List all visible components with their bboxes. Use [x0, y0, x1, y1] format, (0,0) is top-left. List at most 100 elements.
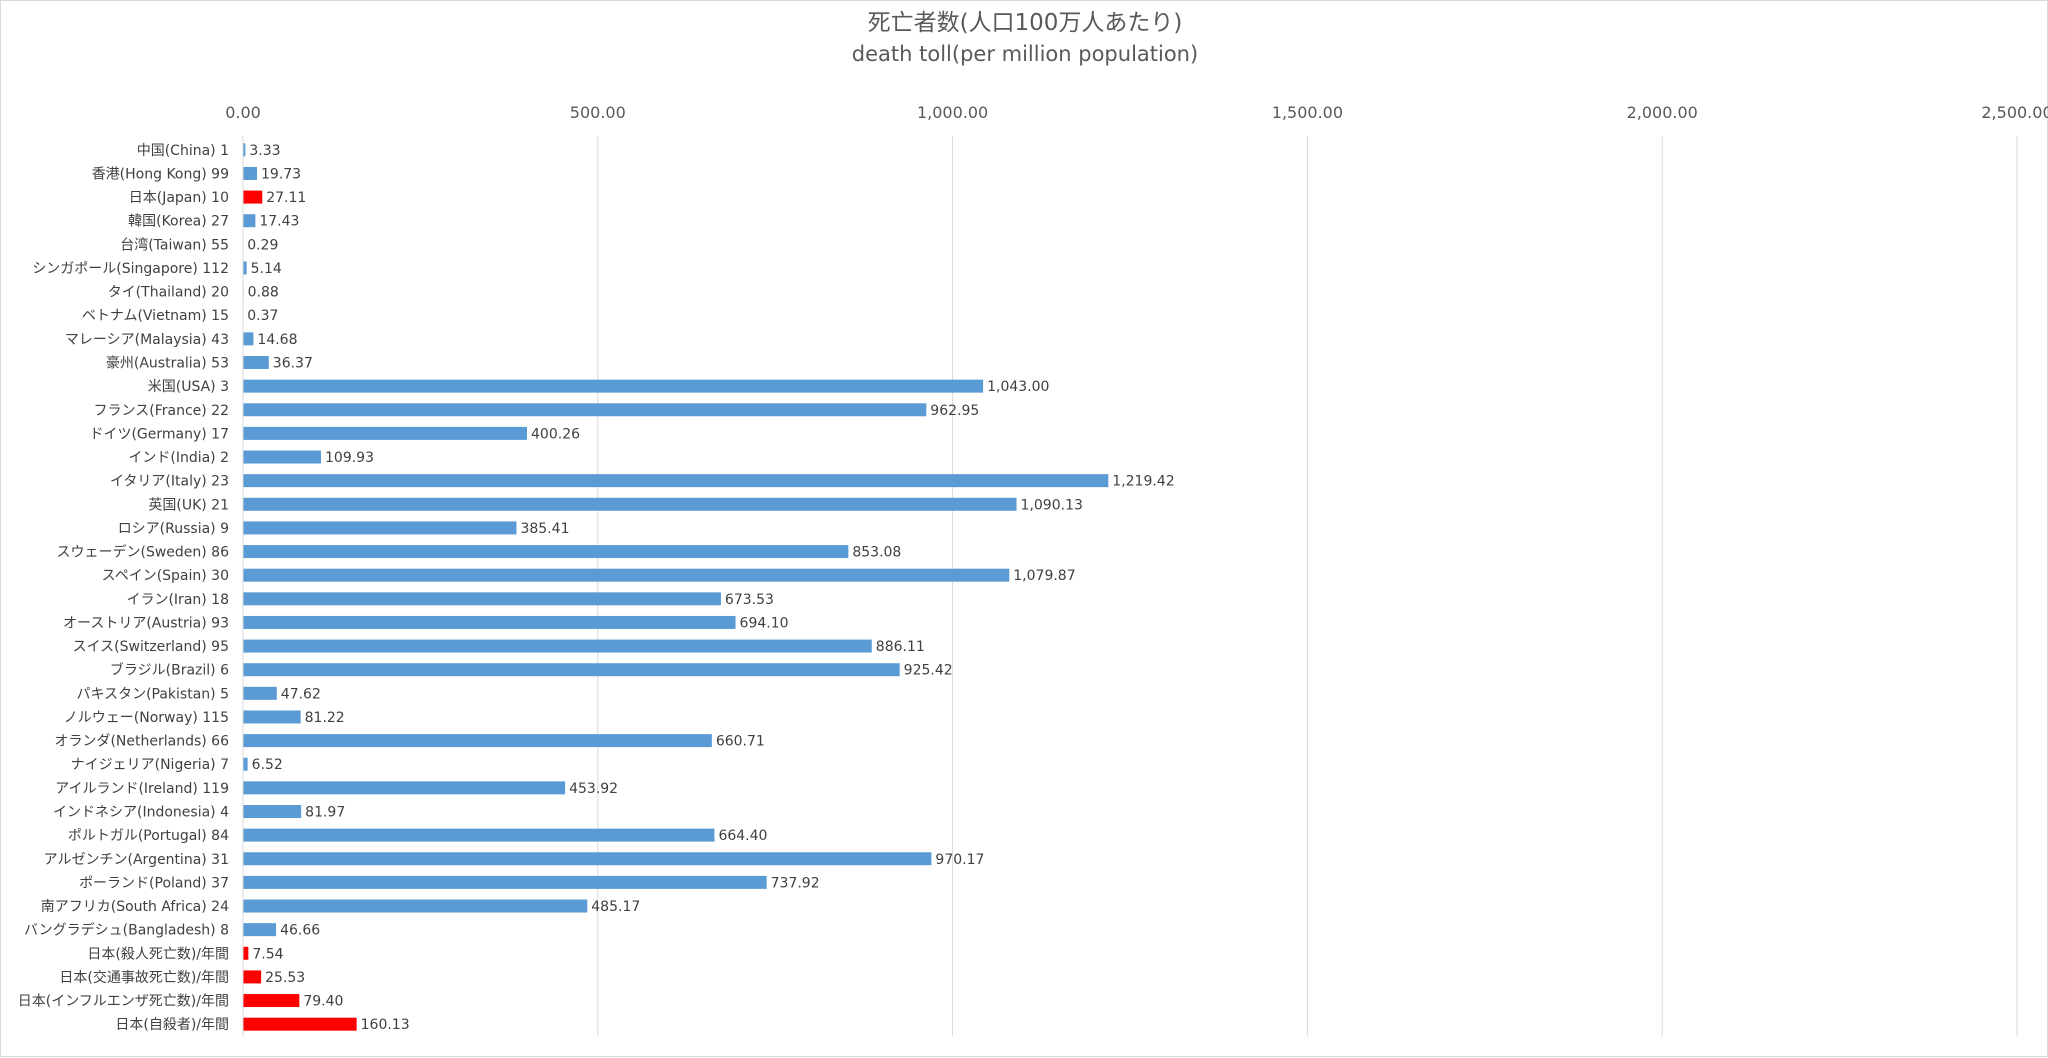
category-label: 中国(China) 1 [137, 143, 229, 159]
bar [243, 498, 1017, 511]
category-label: スペイン(Spain) 30 [102, 568, 229, 584]
bar [243, 829, 714, 842]
data-label: 5.14 [251, 261, 282, 277]
category-label: 日本(インフルエンザ死亡数)/年間 [18, 994, 229, 1010]
bar [243, 214, 255, 227]
data-label: 853.08 [852, 545, 901, 561]
category-label: ロシア(Russia) 9 [118, 521, 229, 537]
category-label: ベトナム(Vietnam) 15 [82, 308, 229, 324]
data-label: 1,090.13 [1021, 497, 1083, 513]
bar [243, 1018, 357, 1031]
category-label: 日本(殺人死亡数)/年間 [87, 946, 229, 962]
bar [243, 876, 767, 889]
data-label: 14.68 [257, 332, 297, 348]
data-label: 19.73 [261, 166, 301, 182]
bar [243, 900, 587, 913]
category-label: オランダ(Netherlands) 66 [54, 734, 229, 750]
data-label: 27.11 [266, 190, 306, 206]
data-label: 160.13 [361, 1017, 410, 1033]
bar [243, 970, 261, 983]
category-label: スウェーデン(Sweden) 86 [56, 544, 229, 561]
bar [243, 427, 527, 440]
data-label: 0.29 [247, 237, 278, 253]
data-label: 737.92 [771, 875, 820, 891]
data-label: 81.97 [305, 805, 345, 821]
bar [243, 687, 277, 700]
category-label: 豪州(Australia) 53 [106, 356, 229, 372]
bar [243, 758, 248, 771]
bar [243, 994, 299, 1007]
x-tick-label: 1,000.00 [917, 103, 988, 122]
category-label: ポーランド(Poland) 37 [79, 875, 229, 891]
data-label: 17.43 [259, 214, 299, 230]
category-label: タイ(Thailand) 20 [108, 285, 229, 301]
data-label: 3.33 [249, 143, 280, 159]
category-label: 日本(交通事故死亡数)/年間 [59, 969, 229, 986]
bar [243, 403, 926, 416]
data-label: 925.42 [904, 663, 953, 679]
data-label: 25.53 [265, 970, 305, 986]
category-label: イラン(Iran) 18 [126, 592, 229, 608]
data-label: 694.10 [740, 615, 789, 631]
bar [243, 380, 983, 393]
data-label: 673.53 [725, 592, 774, 608]
category-label: バングラデシュ(Bangladesh) 8 [24, 922, 229, 939]
data-label: 1,043.00 [987, 379, 1049, 395]
data-label: 1,219.42 [1112, 474, 1174, 490]
bar [243, 640, 872, 653]
data-label: 664.40 [718, 828, 767, 844]
data-label: 6.52 [252, 757, 283, 773]
category-label: イタリア(Italy) 23 [110, 474, 229, 490]
data-label: 47.62 [281, 686, 321, 702]
data-label: 81.22 [305, 710, 345, 726]
category-label: ポルトガル(Portugal) 84 [68, 828, 229, 844]
category-label: 日本(Japan) 10 [129, 190, 229, 206]
category-label: 韓国(Korea) 27 [128, 214, 229, 230]
data-label: 109.93 [325, 450, 374, 466]
category-label: 日本(自殺者)/年間 [115, 1017, 229, 1033]
bar [243, 356, 269, 369]
bar [243, 852, 931, 865]
category-label: 米国(USA) 3 [148, 379, 229, 395]
data-label: 453.92 [569, 781, 618, 797]
data-label: 660.71 [716, 734, 765, 750]
category-label: 香港(Hong Kong) 99 [92, 166, 229, 182]
data-label: 485.17 [591, 899, 640, 915]
category-label: フランス(France) 22 [94, 403, 229, 419]
bar [243, 167, 257, 180]
category-label: オーストリア(Austria) 93 [63, 615, 229, 631]
category-label: インドネシア(Indonesia) 4 [53, 805, 229, 821]
bar [243, 569, 1009, 582]
category-label: 英国(UK) 21 [148, 496, 229, 513]
category-label: アイルランド(Ireland) 119 [55, 781, 229, 797]
bar [243, 923, 276, 936]
bar [243, 947, 248, 960]
x-tick-label: 2,000.00 [1627, 103, 1698, 122]
data-label: 970.17 [935, 852, 984, 868]
bar [243, 451, 321, 464]
data-label: 46.66 [280, 923, 320, 939]
category-label: インド(India) 2 [128, 450, 229, 466]
bar [243, 191, 262, 204]
category-label: ノルウェー(Norway) 115 [64, 710, 229, 726]
bar [243, 474, 1108, 487]
bar [243, 592, 721, 605]
x-tick-label: 1,500.00 [1272, 103, 1343, 122]
category-label: ブラジル(Brazil) 6 [110, 662, 229, 679]
data-label: 36.37 [273, 356, 313, 372]
bar [243, 521, 516, 534]
bar [243, 332, 253, 345]
category-label: ドイツ(Germany) 17 [89, 426, 229, 442]
x-tick-label: 2,500.00 [1981, 103, 2048, 122]
data-label: 0.88 [248, 285, 279, 301]
data-label: 400.26 [531, 426, 580, 442]
data-label: 385.41 [520, 521, 569, 537]
category-label: マレーシア(Malaysia) 43 [65, 332, 229, 348]
data-label: 962.95 [930, 403, 979, 419]
category-label: スイス(Switzerland) 95 [73, 639, 229, 655]
bar [243, 805, 301, 818]
category-label: パキスタン(Pakistan) 5 [77, 686, 230, 702]
bar [243, 663, 900, 676]
